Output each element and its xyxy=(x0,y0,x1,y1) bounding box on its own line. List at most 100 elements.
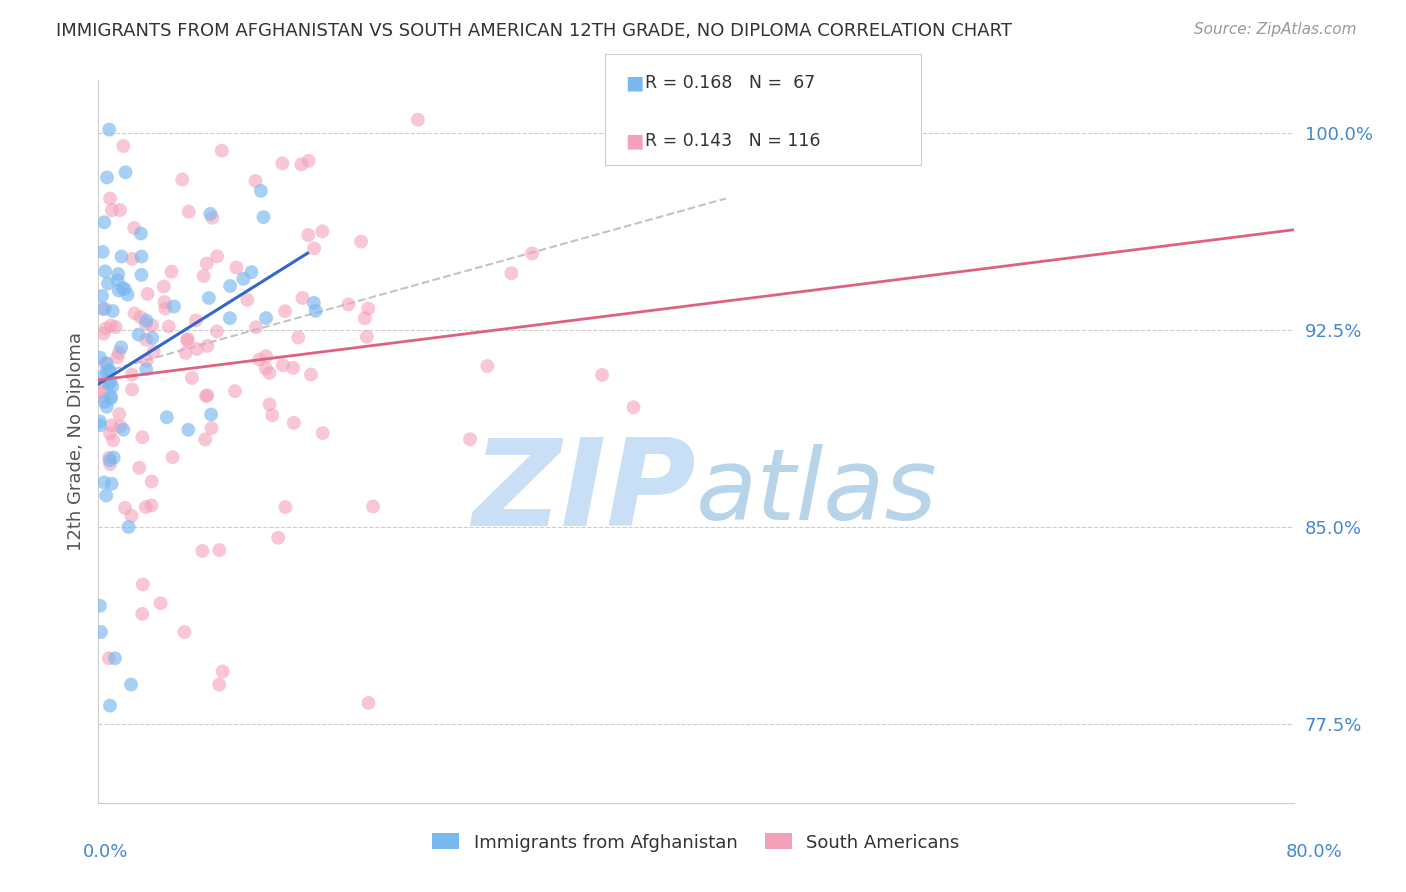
Point xyxy=(89,384,111,398)
Point xyxy=(100,476,122,491)
Point xyxy=(245,174,267,188)
Point xyxy=(254,361,277,376)
Point xyxy=(160,265,183,279)
Point xyxy=(195,388,218,402)
Point xyxy=(201,211,224,225)
Point xyxy=(141,318,163,333)
Point xyxy=(290,157,312,171)
Point xyxy=(96,356,118,370)
Point xyxy=(195,389,218,403)
Point xyxy=(91,376,114,391)
Point xyxy=(104,651,127,665)
Point xyxy=(262,409,284,423)
Point xyxy=(153,295,176,310)
Point xyxy=(197,339,219,353)
Point xyxy=(361,500,384,514)
Point xyxy=(274,500,297,514)
Point xyxy=(186,342,208,356)
Point xyxy=(184,313,207,327)
Point xyxy=(357,301,380,316)
Point xyxy=(180,371,202,385)
Point xyxy=(93,215,115,229)
Point xyxy=(259,397,281,411)
Point xyxy=(200,421,222,435)
Point xyxy=(312,426,335,441)
Point xyxy=(267,531,290,545)
Text: 80.0%: 80.0% xyxy=(1286,843,1343,861)
Point xyxy=(103,450,125,465)
Point xyxy=(107,267,129,281)
Point xyxy=(121,252,143,266)
Point xyxy=(108,407,131,421)
Point xyxy=(96,489,118,503)
Point xyxy=(311,224,333,238)
Point xyxy=(136,287,159,301)
Point xyxy=(174,346,197,360)
Point xyxy=(218,311,240,326)
Point xyxy=(173,625,195,640)
Point xyxy=(105,351,128,365)
Point xyxy=(100,375,122,389)
Point xyxy=(132,577,155,591)
Text: R = 0.168   N =  67: R = 0.168 N = 67 xyxy=(645,74,815,92)
Point xyxy=(98,426,121,441)
Point xyxy=(111,281,134,295)
Point xyxy=(157,319,180,334)
Point xyxy=(112,139,135,153)
Point xyxy=(100,392,122,406)
Point xyxy=(98,122,121,136)
Point xyxy=(177,204,200,219)
Point xyxy=(98,698,121,713)
Point xyxy=(98,453,121,467)
Point xyxy=(211,665,233,679)
Point xyxy=(97,651,120,665)
Point xyxy=(91,390,114,404)
Point xyxy=(224,384,246,398)
Text: ZIP: ZIP xyxy=(472,434,696,550)
Point xyxy=(131,268,153,282)
Point xyxy=(93,326,115,341)
Point xyxy=(98,450,121,465)
Point xyxy=(254,310,277,325)
Point xyxy=(353,311,375,326)
Point xyxy=(114,282,136,296)
Point xyxy=(406,112,429,127)
Point xyxy=(121,508,143,523)
Point xyxy=(135,362,157,376)
Point xyxy=(122,221,145,235)
Point xyxy=(114,165,136,179)
Point xyxy=(283,360,305,375)
Point xyxy=(156,410,179,425)
Point xyxy=(93,394,115,409)
Point xyxy=(101,379,124,393)
Point xyxy=(107,273,129,287)
Point xyxy=(107,284,129,298)
Point xyxy=(135,500,157,514)
Point xyxy=(195,256,218,270)
Point xyxy=(225,260,247,275)
Point xyxy=(114,500,136,515)
Point xyxy=(252,210,274,224)
Point xyxy=(350,235,373,249)
Point xyxy=(274,304,297,318)
Point xyxy=(247,352,270,367)
Point xyxy=(94,321,117,335)
Point xyxy=(96,170,118,185)
Point xyxy=(522,246,544,260)
Point xyxy=(97,277,120,291)
Point xyxy=(96,400,118,414)
Point xyxy=(208,543,231,558)
Point xyxy=(271,358,294,372)
Point xyxy=(89,418,111,433)
Point xyxy=(302,241,325,255)
Point xyxy=(131,607,153,621)
Point xyxy=(356,330,378,344)
Text: 0.0%: 0.0% xyxy=(83,843,128,861)
Point xyxy=(101,434,124,448)
Point xyxy=(501,266,523,280)
Point xyxy=(121,368,143,382)
Point xyxy=(100,389,122,403)
Point xyxy=(337,297,360,311)
Point xyxy=(135,333,157,347)
Point xyxy=(101,304,124,318)
